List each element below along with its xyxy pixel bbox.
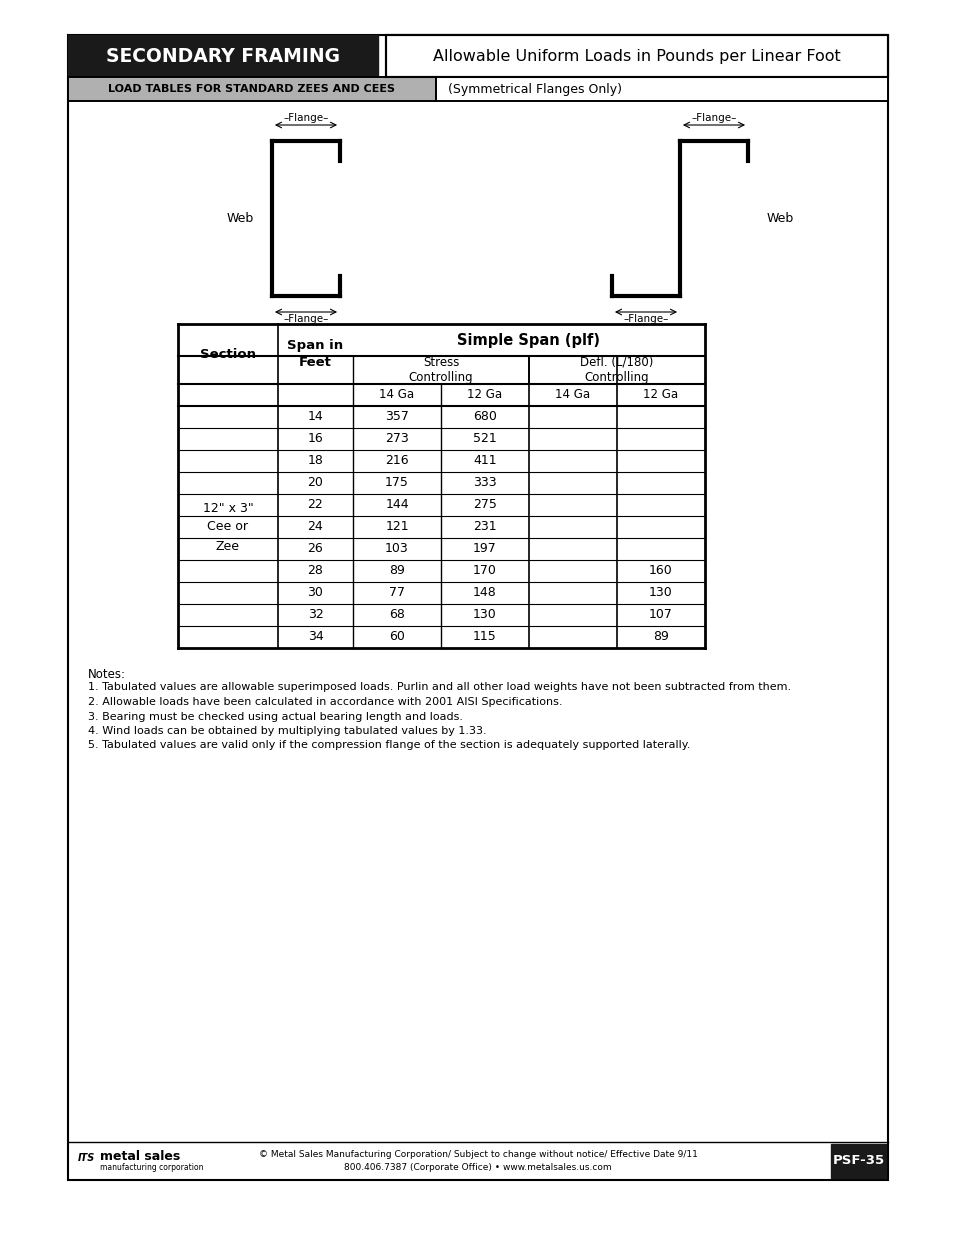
Text: metal sales: metal sales <box>100 1150 180 1162</box>
Text: SECONDARY FRAMING: SECONDARY FRAMING <box>106 47 339 65</box>
Text: –Flange–: –Flange– <box>283 314 329 324</box>
Text: 273: 273 <box>385 432 409 446</box>
Text: 160: 160 <box>648 564 672 578</box>
Text: 68: 68 <box>389 609 404 621</box>
Text: © Metal Sales Manufacturing Corporation/ Subject to change without notice/ Effec: © Metal Sales Manufacturing Corporation/… <box>258 1150 697 1172</box>
Text: 148: 148 <box>473 587 497 599</box>
Text: 22: 22 <box>307 499 323 511</box>
Text: 5. Tabulated values are valid only if the compression flange of the section is a: 5. Tabulated values are valid only if th… <box>88 741 690 751</box>
Text: Span in
Feet: Span in Feet <box>287 340 343 368</box>
Text: Simple Span (plf): Simple Span (plf) <box>457 332 599 347</box>
Text: 2. Allowable loads have been calculated in accordance with 2001 AISI Specificati: 2. Allowable loads have been calculated … <box>88 697 562 706</box>
Text: 77: 77 <box>389 587 405 599</box>
Text: 121: 121 <box>385 520 409 534</box>
Text: 411: 411 <box>473 454 497 468</box>
Text: 30: 30 <box>307 587 323 599</box>
Text: 275: 275 <box>473 499 497 511</box>
Text: 521: 521 <box>473 432 497 446</box>
Text: 130: 130 <box>473 609 497 621</box>
Text: PSF-35: PSF-35 <box>832 1155 883 1167</box>
Text: Section: Section <box>200 347 255 361</box>
Text: 14 Ga: 14 Ga <box>379 389 415 401</box>
Text: 144: 144 <box>385 499 409 511</box>
Text: 3. Bearing must be checked using actual bearing length and loads.: 3. Bearing must be checked using actual … <box>88 711 462 721</box>
Bar <box>386 35 887 77</box>
Bar <box>68 77 436 101</box>
Text: Web: Web <box>765 212 793 225</box>
Text: 4. Wind loads can be obtained by multiplying tabulated values by 1.33.: 4. Wind loads can be obtained by multipl… <box>88 726 486 736</box>
Bar <box>436 77 887 101</box>
Text: 216: 216 <box>385 454 409 468</box>
Text: 16: 16 <box>307 432 323 446</box>
Text: 14 Ga: 14 Ga <box>555 389 590 401</box>
Text: 26: 26 <box>307 542 323 556</box>
Text: 34: 34 <box>307 631 323 643</box>
Text: Defl. (L/180)
Controlling: Defl. (L/180) Controlling <box>579 356 653 384</box>
Text: Stress
Controlling: Stress Controlling <box>408 356 473 384</box>
Text: Notes:: Notes: <box>88 668 126 680</box>
Text: 89: 89 <box>653 631 668 643</box>
Text: 18: 18 <box>307 454 323 468</box>
Text: 60: 60 <box>389 631 404 643</box>
Text: 130: 130 <box>648 587 672 599</box>
Text: 12" x 3"
Cee or
Zee: 12" x 3" Cee or Zee <box>202 501 253 552</box>
Text: 24: 24 <box>307 520 323 534</box>
Bar <box>830 1144 885 1178</box>
Text: 175: 175 <box>385 477 409 489</box>
Text: –Flange–: –Flange– <box>283 112 329 124</box>
Text: manufacturing corporation: manufacturing corporation <box>100 1162 203 1172</box>
Text: 89: 89 <box>389 564 404 578</box>
Text: ITS: ITS <box>78 1153 95 1163</box>
Text: (Symmetrical Flanges Only): (Symmetrical Flanges Only) <box>448 83 621 95</box>
Bar <box>68 35 887 1179</box>
Text: 680: 680 <box>473 410 497 424</box>
Text: 170: 170 <box>473 564 497 578</box>
Text: 357: 357 <box>385 410 409 424</box>
Bar <box>68 35 377 77</box>
Text: –Flange–: –Flange– <box>691 112 736 124</box>
Text: Web: Web <box>226 212 253 225</box>
Text: 1. Tabulated values are allowable superimposed loads. Purlin and all other load : 1. Tabulated values are allowable superi… <box>88 683 790 693</box>
Text: 107: 107 <box>648 609 672 621</box>
Text: 333: 333 <box>473 477 497 489</box>
Text: 32: 32 <box>307 609 323 621</box>
Text: 28: 28 <box>307 564 323 578</box>
Text: 14: 14 <box>307 410 323 424</box>
Text: Allowable Uniform Loads in Pounds per Linear Foot: Allowable Uniform Loads in Pounds per Li… <box>433 48 840 63</box>
Text: 231: 231 <box>473 520 497 534</box>
Text: 12 Ga: 12 Ga <box>642 389 678 401</box>
Text: 115: 115 <box>473 631 497 643</box>
Text: 197: 197 <box>473 542 497 556</box>
Text: 12 Ga: 12 Ga <box>467 389 502 401</box>
Text: 103: 103 <box>385 542 409 556</box>
Text: 20: 20 <box>307 477 323 489</box>
Text: –Flange–: –Flange– <box>622 314 668 324</box>
Text: LOAD TABLES FOR STANDARD ZEES AND CEES: LOAD TABLES FOR STANDARD ZEES AND CEES <box>109 84 395 94</box>
